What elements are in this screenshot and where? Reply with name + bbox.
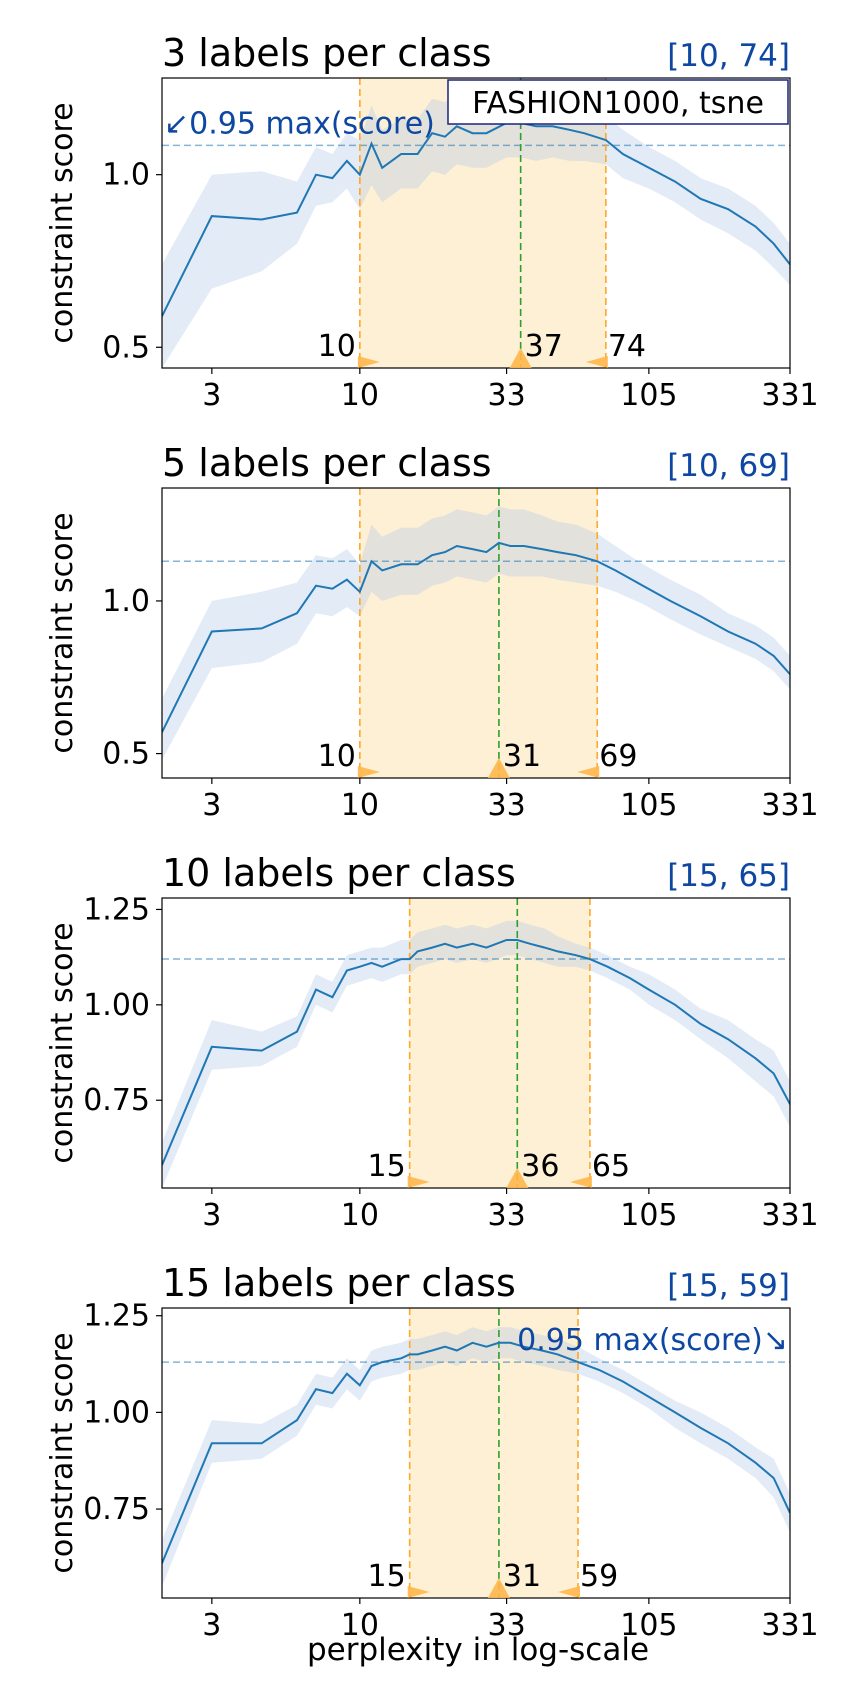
plot-area: [162, 1308, 790, 1598]
range-low-value: 10: [318, 329, 356, 364]
chart-panel-1: 3 10 33 105 331 0.5 1.0 constraint score 3 label…: [45, 31, 819, 413]
x-tick-label: 105: [620, 1608, 677, 1643]
plot-frame: [161, 897, 791, 1189]
plot-frame: [161, 487, 791, 779]
y-tick-label: 0.75: [83, 1083, 150, 1118]
x-tick-label: 3: [202, 1608, 221, 1643]
score-line: [162, 541, 790, 733]
panel-title: 3 labels per class: [162, 31, 492, 75]
range-low-value: 10: [318, 739, 356, 774]
plot-area: [162, 898, 790, 1188]
x-tick-label: 33: [487, 788, 525, 823]
x-tick-label: 33: [487, 1608, 525, 1643]
panel-title: 5 labels per class: [162, 441, 492, 485]
legend-box-label: FASHION1000, tsne: [472, 86, 764, 121]
range-low-value: 15: [367, 1559, 405, 1594]
range-high-value: 74: [608, 329, 646, 364]
y-axis-label: constraint score: [45, 1332, 80, 1573]
range-high-marker: [569, 1176, 592, 1188]
best-value: 36: [521, 1149, 559, 1184]
score-line: [162, 939, 790, 1166]
x-tick-label: 331: [761, 378, 818, 413]
confidence-band: [162, 506, 790, 760]
range-highlight: [359, 488, 598, 778]
range-label: [15, 65]: [667, 858, 790, 894]
plot-frame: [161, 1307, 791, 1599]
range-label: [10, 74]: [667, 38, 790, 74]
x-tick-label: 10: [341, 378, 379, 413]
y-axis-label: constraint score: [45, 102, 80, 343]
x-tick-label: 10: [341, 1198, 379, 1233]
confidence-band: [162, 920, 790, 1188]
range-high-value: 69: [599, 739, 637, 774]
x-tick-label: 3: [202, 1198, 221, 1233]
y-tick-label: 1.25: [83, 1299, 150, 1334]
x-tick-label: 331: [761, 1198, 818, 1233]
plot-frame: [161, 77, 791, 369]
range-low-marker: [357, 766, 380, 778]
y-tick-label: 1.00: [83, 1395, 150, 1430]
x-tick-label: 10: [341, 788, 379, 823]
range-high-marker: [577, 766, 600, 778]
y-tick-label: 1.0: [102, 158, 150, 193]
chart-panel-2: 3 10 33 105 331 0.5 1.0 constraint score 5 label…: [45, 441, 819, 823]
threshold-annotation: ↙0.95 max(score): [164, 106, 435, 141]
x-tick-label: 33: [487, 378, 525, 413]
legend-box: [447, 79, 789, 125]
best-marker: [487, 758, 510, 778]
panel-title: 10 labels per class: [162, 851, 516, 895]
best-marker: [487, 1578, 510, 1598]
range-low-value: 15: [367, 1149, 405, 1184]
score-line: [162, 1341, 790, 1564]
y-axis-label: constraint score: [45, 512, 80, 753]
range-highlight: [359, 78, 606, 368]
best-value: 31: [503, 739, 541, 774]
x-tick-label: 33: [487, 1198, 525, 1233]
plot-area: [162, 78, 790, 368]
x-tick-label: 331: [761, 788, 818, 823]
range-label: [10, 69]: [667, 448, 790, 484]
y-tick-label: 0.5: [102, 737, 150, 772]
x-tick-label: 105: [620, 378, 677, 413]
range-low-marker: [357, 356, 380, 368]
y-tick-label: 1.25: [83, 892, 150, 927]
range-high-marker: [558, 1586, 581, 1598]
x-tick-label: 105: [620, 788, 677, 823]
range-label: [15, 59]: [667, 1268, 790, 1304]
x-tick-label: 3: [202, 378, 221, 413]
range-high-value: 65: [592, 1149, 630, 1184]
y-axis-label: constraint score: [45, 922, 80, 1163]
range-low-marker: [407, 1176, 430, 1188]
confidence-band: [162, 1327, 790, 1587]
y-tick-label: 1.00: [83, 988, 150, 1023]
x-tick-label: 105: [620, 1198, 677, 1233]
threshold-annotation: 0.95 max(score)↘: [517, 1323, 788, 1358]
range-highlight: [409, 1308, 579, 1598]
panel-title: 15 labels per class: [162, 1261, 516, 1305]
best-value: 31: [503, 1559, 541, 1594]
y-tick-label: 1.0: [102, 584, 150, 619]
range-high-value: 59: [580, 1559, 618, 1594]
best-marker: [509, 348, 532, 368]
best-value: 37: [525, 329, 563, 364]
y-tick-label: 0.5: [102, 330, 150, 365]
x-axis-label: perplexity in log-scale: [307, 1632, 649, 1668]
best-marker: [506, 1168, 529, 1188]
x-tick-label: 3: [202, 788, 221, 823]
range-high-marker: [585, 356, 608, 368]
score-line: [162, 121, 790, 317]
plot-area: [162, 488, 790, 778]
y-tick-label: 0.75: [83, 1492, 150, 1527]
x-tick-label: 10: [341, 1608, 379, 1643]
x-tick-label: 331: [761, 1608, 818, 1643]
range-low-marker: [407, 1586, 430, 1598]
